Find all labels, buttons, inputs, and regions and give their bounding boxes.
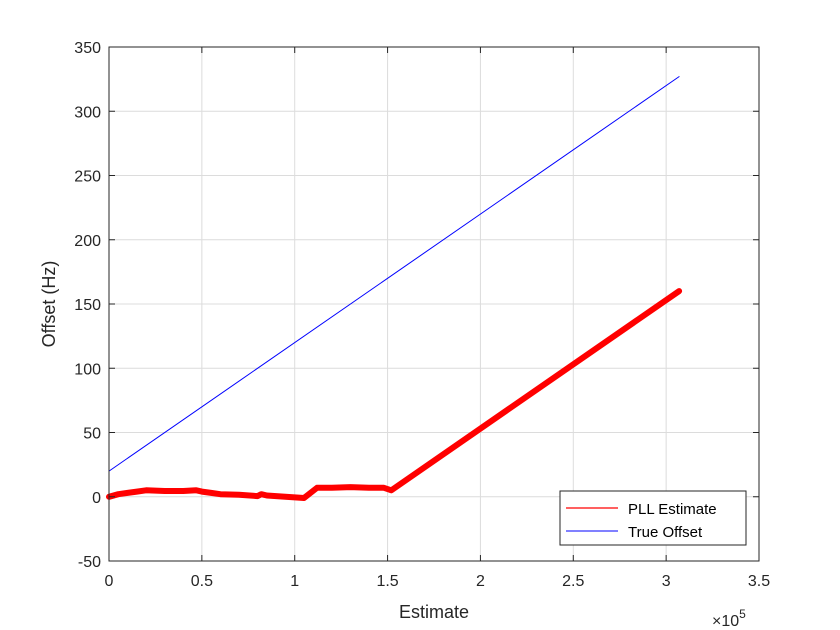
x-exponent: ×105: [712, 607, 746, 630]
x-axis-label: Estimate: [399, 602, 469, 622]
x-tick-label: 1: [290, 573, 299, 590]
legend: PLL Estimate True Offset: [559, 490, 747, 546]
x-tick-label: 0: [105, 573, 114, 590]
x-tick-label: 2.5: [562, 573, 584, 590]
x-tick-label: 0.5: [191, 573, 213, 590]
series-layer: [106, 76, 683, 501]
legend-box: [559, 490, 747, 546]
x-tick-label: 3.5: [748, 573, 770, 590]
legend-label-pll-estimate: PLL Estimate: [628, 501, 717, 518]
series-line-true-offset: [108, 76, 680, 472]
y-axis-label: Offset (Hz): [39, 261, 59, 348]
legend-label-true-offset: True Offset: [628, 524, 703, 541]
y-tick-label: 300: [74, 104, 101, 121]
y-tick-label: 250: [74, 169, 101, 186]
y-tick-label: 50: [83, 426, 101, 443]
x-tick-label: 3: [662, 573, 671, 590]
y-tick-label: 150: [74, 297, 101, 314]
y-tick-label: 0: [92, 490, 101, 507]
series-line-pll-estimate: [106, 288, 683, 501]
y-tick-label: -50: [78, 554, 101, 571]
x-exponent-power: 5: [739, 607, 746, 621]
x-tick-label: 2: [476, 573, 485, 590]
x-exponent-base: ×10: [712, 613, 739, 630]
y-tick-label: 100: [74, 361, 101, 378]
x-tick-label: 1.5: [376, 573, 398, 590]
y-tick-label: 200: [74, 233, 101, 250]
y-tick-label: 350: [74, 40, 101, 57]
